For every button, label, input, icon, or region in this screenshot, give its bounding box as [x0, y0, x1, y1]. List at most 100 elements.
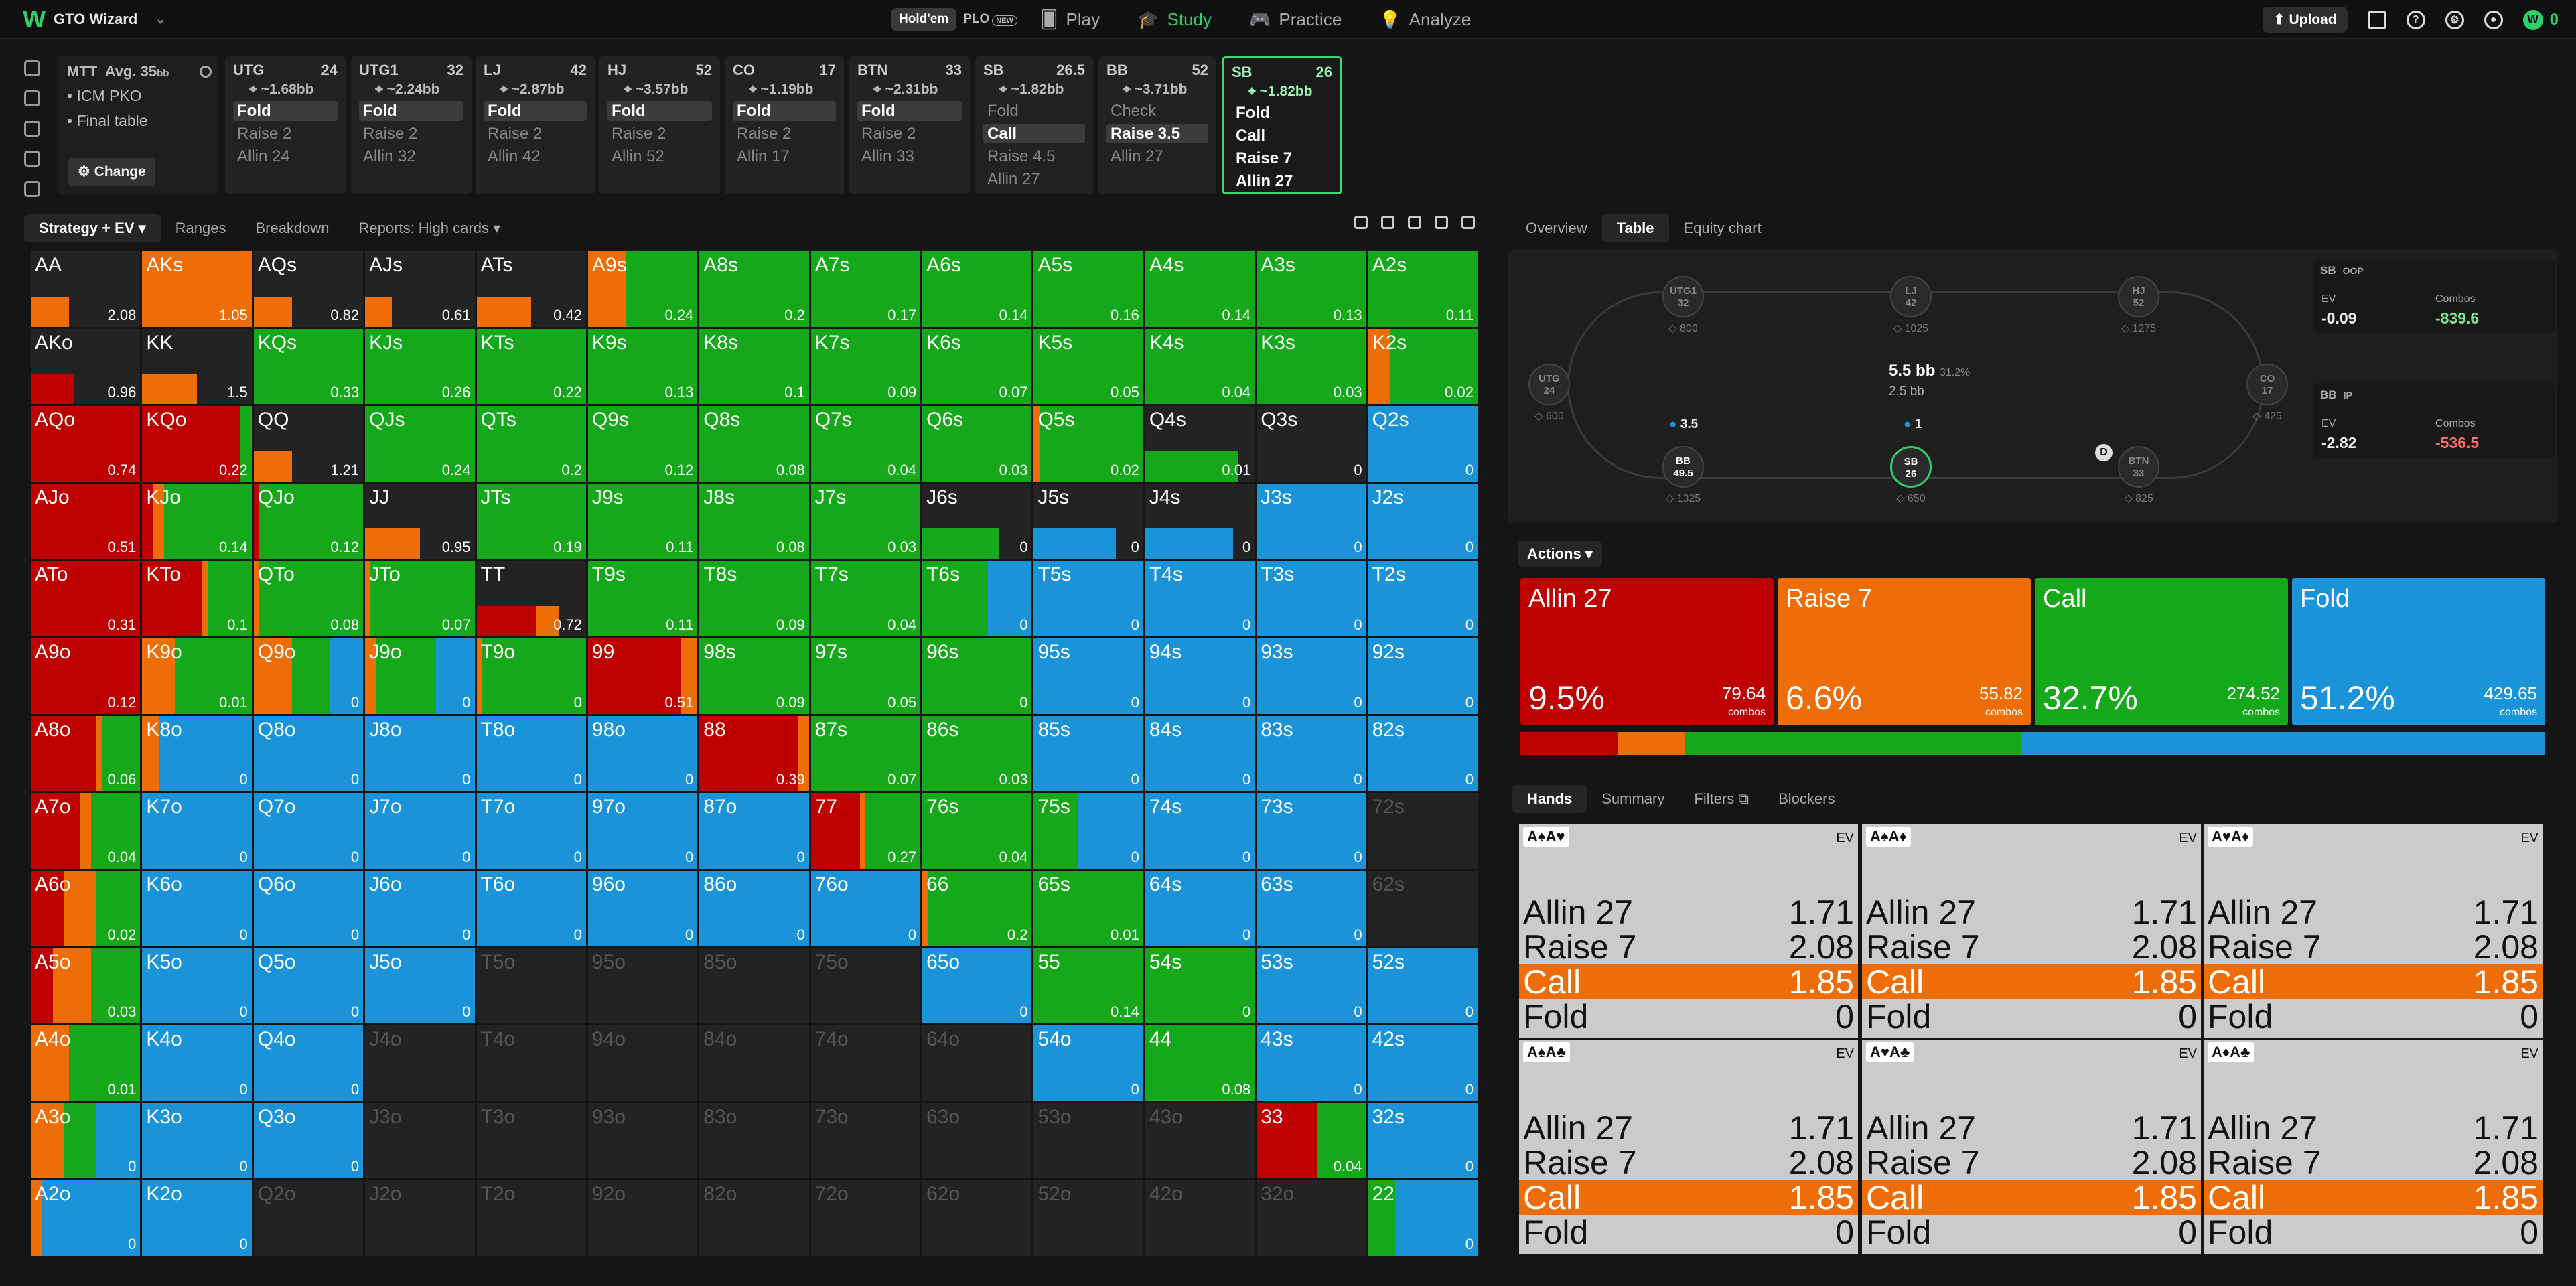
matrix-cell[interactable]: 88 0.39 [699, 715, 809, 792]
matrix-cell[interactable]: T3o [476, 1102, 586, 1179]
matrix-cell[interactable]: 33 0.04 [1257, 1102, 1366, 1179]
matrix-cell[interactable]: 43s 0 [1257, 1025, 1366, 1101]
seat-action[interactable]: Raise 2 [737, 125, 792, 143]
matrix-cell[interactable]: AJs 0.61 [365, 251, 475, 327]
bookmark-icon[interactable] [24, 60, 40, 76]
seat-action[interactable]: Allin 27 [1236, 172, 1293, 190]
matrix-cell[interactable]: JJ 0.95 [365, 483, 475, 559]
matrix-cell[interactable]: T3s 0 [1257, 561, 1366, 637]
matrix-cell[interactable]: J6o 0 [365, 870, 475, 946]
seat-action[interactable]: Allin 32 [363, 147, 416, 165]
matrix-cell[interactable]: A4o 0.01 [31, 1025, 141, 1101]
seat-action[interactable]: Check [1111, 102, 1157, 120]
matrix-cell[interactable]: K7s 0.09 [810, 328, 921, 405]
matrix-cell[interactable]: T2s 0 [1368, 561, 1478, 637]
hand-card[interactable]: A♠A♣ EV Allin 27 1.71 Raise 7 2.08 Call 1.85 Fol… [1519, 1040, 1858, 1254]
action-fold[interactable]: Fold 51.2% 429.65 combos [2292, 578, 2545, 725]
matrix-cell[interactable]: 65s 0.01 [1033, 870, 1143, 946]
matrix-cell[interactable]: J5o 0 [365, 948, 475, 1024]
matrix-cell[interactable]: 73s 0 [1257, 793, 1366, 869]
matrix-cell[interactable]: A9o 0.12 [31, 638, 141, 714]
seat-action[interactable]: Allin 17 [737, 147, 790, 165]
matrix-cell[interactable]: 85s 0 [1033, 715, 1143, 792]
hand-card[interactable]: A♥A♣ EV Allin 27 1.71 Raise 7 2.08 Call 1.85 Fol… [1862, 1040, 2201, 1254]
seat-sb[interactable]: SB 26.5 ⌖ ~1.82bb Fold Call Raise 4.5 Allin 27 [975, 56, 1093, 194]
upload-button[interactable]: ⬆ Upload [2263, 7, 2348, 33]
matrix-cell[interactable]: AQs 0.82 [253, 251, 364, 327]
tab-reports[interactable]: Reports: High cards ▾ [358, 220, 501, 236]
seat-action[interactable]: Fold [987, 102, 1019, 120]
matrix-cell[interactable]: 32s 0 [1368, 1102, 1478, 1179]
nav-study[interactable]: 🎓 Study [1123, 7, 1226, 32]
matrix-cell[interactable]: TT 0.72 [476, 561, 586, 637]
matrix-cell[interactable]: A7o 0.04 [31, 793, 141, 869]
hand-card[interactable]: A♠A♦ EV Allin 27 1.71 Raise 7 2.08 Call 1.85 Fol… [1862, 824, 2201, 1038]
tab-filters[interactable]: Filters ⧉ [1679, 785, 1764, 813]
holdem-option[interactable]: Hold'em [891, 8, 957, 31]
matrix-cell[interactable]: K4o 0 [142, 1025, 252, 1101]
matrix-cell[interactable]: JTs 0.19 [476, 483, 586, 559]
tab-breakdown[interactable]: Breakdown [255, 220, 330, 236]
seat-co[interactable]: CO 17 ⌖ ~1.19bb Fold Raise 2 Allin 17 [725, 56, 844, 194]
hand-card[interactable]: A♦A♣ EV Allin 27 1.71 Raise 7 2.08 Call 1.85 Fol… [2204, 1040, 2543, 1254]
matrix-cell[interactable]: T6s 0 [922, 561, 1032, 637]
matrix-cell[interactable]: J5s 0 [1033, 483, 1143, 559]
matrix-cell[interactable]: J6s 0 [922, 483, 1032, 559]
matrix-cell[interactable]: A6o 0.02 [31, 870, 141, 946]
matrix-cell[interactable]: Q4o 0 [253, 1025, 364, 1101]
game-toggle[interactable]: Hold'em PLO NEW [891, 8, 1017, 31]
matrix-cell[interactable]: 92o [587, 1180, 698, 1256]
seat-action[interactable]: Allin 27 [1111, 147, 1163, 165]
matrix-cell[interactable]: A2s 0.11 [1368, 251, 1478, 327]
matrix-cell[interactable]: K2s 0.02 [1368, 328, 1478, 405]
matrix-cell[interactable]: 87s 0.07 [810, 715, 921, 792]
change-button[interactable]: ⚙ Change [68, 158, 155, 186]
matrix-cell[interactable]: J8o 0 [365, 715, 475, 792]
matrix-cell[interactable]: A3o 0 [31, 1102, 141, 1179]
matrix-cell[interactable]: Q8o 0 [253, 715, 364, 792]
seat-action[interactable]: Allin 24 [237, 147, 290, 165]
chevron-down-icon[interactable]: ⌄ [155, 12, 167, 27]
matrix-cell[interactable]: AA 2.08 [31, 251, 141, 327]
matrix-cell[interactable]: 83o [699, 1102, 809, 1179]
matrix-cell[interactable]: Q4s 0.01 [1145, 406, 1255, 482]
seat-action[interactable]: Allin 33 [861, 147, 914, 165]
seat-action[interactable]: Allin 42 [488, 147, 541, 165]
seat-action[interactable]: Raise 2 [612, 125, 666, 143]
matrix-cell[interactable]: J8s 0.08 [699, 483, 809, 559]
matrix-cell[interactable]: J7o 0 [365, 793, 475, 869]
matrix-cell[interactable]: A7s 0.17 [810, 251, 921, 327]
matrix-cell[interactable]: 84s 0 [1145, 715, 1255, 792]
tab-hands[interactable]: Hands [1512, 785, 1587, 813]
gear-icon[interactable]: ⚙ [2445, 10, 2464, 29]
matrix-cell[interactable]: T4s 0 [1145, 561, 1255, 637]
matrix-cell[interactable]: 96o 0 [587, 870, 698, 946]
player-seat-utg[interactable]: UTG 24 [1528, 364, 1570, 405]
matrix-cell[interactable]: AQo 0.74 [31, 406, 141, 482]
matrix-cell[interactable]: A2o 0 [31, 1180, 141, 1256]
app-logo[interactable]: W GTO Wizard ⌄ [23, 5, 166, 33]
matrix-cell[interactable]: Q5o 0 [253, 948, 364, 1024]
nav-practice[interactable]: 🎮 Practice [1234, 7, 1356, 32]
matrix-cell[interactable]: 54o 0 [1033, 1025, 1143, 1101]
matrix-cell[interactable]: K3o 0 [142, 1102, 252, 1179]
matrix-cell[interactable]: J4s 0 [1145, 483, 1255, 559]
seat-bb[interactable]: BB 52 ⌖ ~3.71bb Check Raise 3.5 Allin 27 [1098, 56, 1216, 194]
seat-btn[interactable]: BTN 33 ⌖ ~2.31bb Fold Raise 2 Allin 33 [849, 56, 970, 194]
controller-icon[interactable] [24, 151, 40, 167]
matrix-cell[interactable]: 32o [1257, 1180, 1366, 1256]
matrix-cell[interactable]: Q2s 0 [1368, 406, 1478, 482]
matrix-cell[interactable]: ATs 0.42 [476, 251, 586, 327]
matrix-cell[interactable]: J3o [365, 1102, 475, 1179]
seat-action[interactable]: Fold [233, 101, 338, 121]
matrix-cell[interactable]: T9o 0 [476, 638, 586, 714]
seat-action[interactable]: Fold [733, 101, 836, 121]
matrix-cell[interactable]: KTs 0.22 [476, 328, 586, 405]
matrix-cell[interactable]: 93o [587, 1102, 698, 1179]
matrix-cell[interactable]: T5s 0 [1033, 561, 1143, 637]
matrix-cell[interactable]: 42o [1145, 1180, 1255, 1256]
tab-blockers[interactable]: Blockers [1778, 790, 1835, 807]
layers-icon[interactable] [1354, 216, 1368, 229]
matrix-cell[interactable]: 83s 0 [1257, 715, 1366, 792]
